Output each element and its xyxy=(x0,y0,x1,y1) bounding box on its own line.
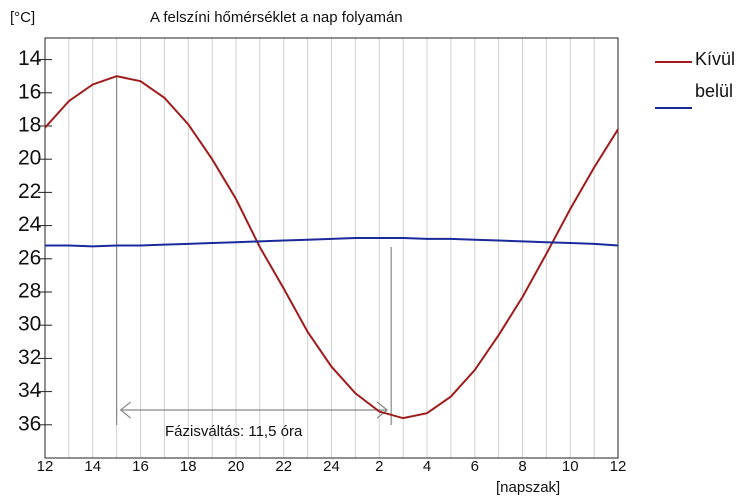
series-line xyxy=(44,75,619,420)
arrow-head xyxy=(119,401,131,419)
y-axis-label: [°C] xyxy=(10,9,35,26)
x-axis-label: [napszak] xyxy=(496,479,560,496)
series-line xyxy=(45,237,619,248)
y-tick-label: 32 xyxy=(18,346,41,369)
y-tick-label: 28 xyxy=(18,280,41,303)
x-tick-label: 16 xyxy=(132,458,149,475)
y-tick-label: 16 xyxy=(18,80,41,103)
x-tick-label: 10 xyxy=(562,458,579,475)
plot-frame xyxy=(44,37,619,459)
x-tick-label: 24 xyxy=(323,458,340,475)
x-tick-label: 12 xyxy=(37,458,54,475)
x-tick-label: 12 xyxy=(610,458,627,475)
x-tick-label: 2 xyxy=(375,458,383,475)
x-tick-label: 6 xyxy=(471,458,479,475)
y-tick-label: 22 xyxy=(18,180,41,203)
y-tick-label: 18 xyxy=(18,114,41,137)
y-tick-label: 20 xyxy=(18,147,41,170)
x-tick-label: 8 xyxy=(518,458,526,475)
legend-label: belül xyxy=(695,81,733,101)
y-tick-label: 14 xyxy=(18,47,42,70)
annotation-text: Fázisváltás: 11,5 óra xyxy=(165,423,303,440)
arrow-head xyxy=(376,401,389,419)
y-tick-label: 24 xyxy=(18,213,42,236)
x-tick-label: 14 xyxy=(84,458,101,475)
x-tick-label: 22 xyxy=(275,458,292,475)
chart-title: A felszíni hőmérséklet a nap folyamán xyxy=(150,9,403,26)
y-tick-label: 34 xyxy=(18,379,42,402)
x-tick-label: 18 xyxy=(180,458,197,475)
x-tick-label: 4 xyxy=(423,458,431,475)
legend-label: Kívül xyxy=(695,49,735,69)
x-tick-label: 20 xyxy=(228,458,245,475)
y-tick-label: 26 xyxy=(18,246,41,269)
y-tick-label: 36 xyxy=(18,412,41,435)
y-tick-label: 30 xyxy=(18,313,41,336)
